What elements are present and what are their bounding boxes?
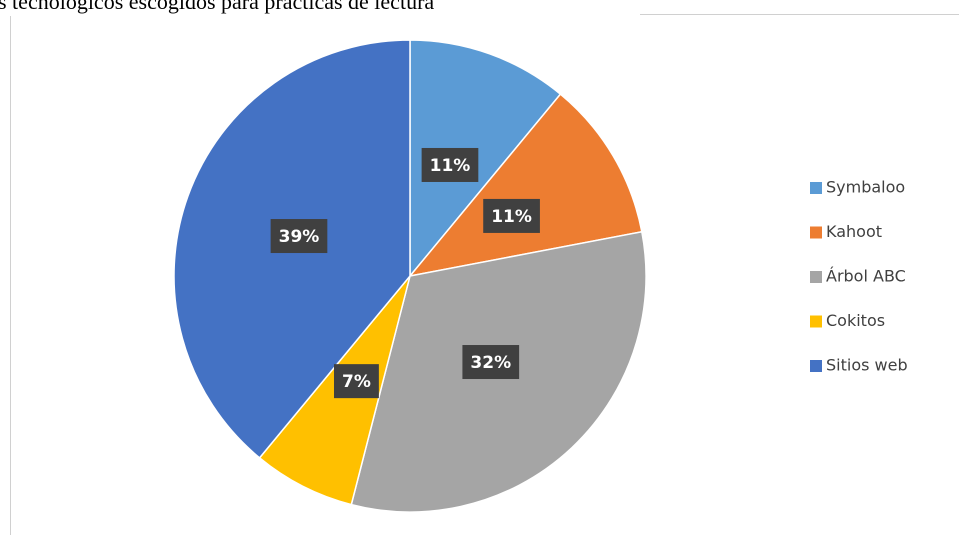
- data-label: 32%: [462, 345, 520, 380]
- data-label-box: [270, 219, 328, 254]
- title-background: [0, 0, 640, 16]
- data-label-box: [483, 198, 540, 233]
- legend-label: Árbol ABC: [826, 267, 906, 286]
- data-label-box: [462, 345, 520, 380]
- data-label: 11%: [421, 147, 479, 182]
- data-label: 7%: [333, 364, 379, 399]
- data-label-text: 11%: [491, 207, 532, 227]
- legend-swatch: [810, 182, 822, 194]
- data-label-text: 7%: [342, 372, 371, 392]
- legend-swatch: [810, 226, 822, 239]
- data-label-text: 11%: [430, 156, 471, 176]
- data-label-text: 39%: [279, 227, 320, 247]
- legend-swatch: [810, 360, 822, 372]
- legend-swatch: [810, 271, 822, 283]
- data-label-box: [333, 364, 379, 399]
- data-label-text: 32%: [470, 353, 511, 373]
- legend-label: Cokitos: [826, 311, 885, 330]
- data-label-box: [421, 147, 479, 182]
- legend-label: Kahoot: [826, 222, 882, 241]
- legend-label: Symbaloo: [826, 178, 905, 197]
- pie-slice: [409, 39, 562, 279]
- legend-label: Sitios web: [826, 356, 908, 375]
- pie-slice: [408, 93, 643, 278]
- chart-title: s tecnológicos escogidos para prácticas …: [0, 0, 434, 14]
- legend-swatch: [810, 315, 822, 328]
- data-label: 39%: [270, 219, 328, 254]
- data-label: 11%: [483, 198, 540, 233]
